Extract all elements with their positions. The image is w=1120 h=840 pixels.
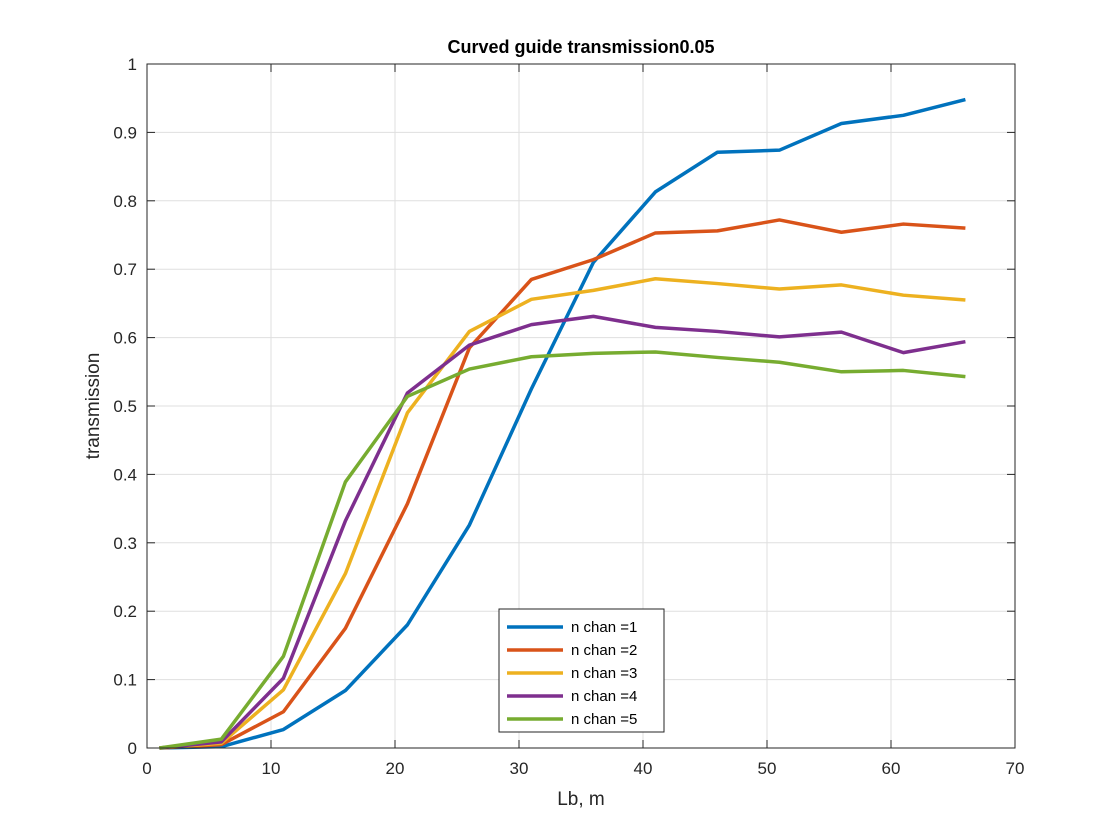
series-line-4	[159, 314, 966, 750]
y-tick-label: 0.6	[113, 329, 137, 348]
series-line-3	[159, 277, 966, 750]
x-tick-label: 70	[1006, 759, 1025, 778]
y-tick-label: 1	[128, 55, 137, 74]
y-tick-label: 0.3	[113, 534, 137, 553]
series-line-5	[159, 350, 966, 750]
x-tick-label: 0	[142, 759, 151, 778]
x-tick-label: 10	[262, 759, 281, 778]
legend: n chan =1 n chan =2 n chan =3 n chan =4 n ch…	[498, 608, 665, 733]
x-axis-title: Lb, m	[557, 789, 605, 810]
y-tick-label: 0.9	[113, 123, 137, 142]
y-axis-title: transmission	[83, 353, 104, 460]
y-tick-label: 0.5	[113, 397, 137, 416]
y-tick-label: 0.2	[113, 602, 137, 621]
legend-box	[498, 608, 665, 733]
series-line-1	[159, 97, 966, 750]
legend-label-2: n chan =2	[571, 642, 637, 659]
x-tick-label: 20	[386, 759, 405, 778]
y-tick-label: 0.1	[113, 671, 137, 690]
x-tick-label: 30	[510, 759, 529, 778]
y-tick-label: 0.4	[113, 465, 137, 484]
legend-label-5: n chan =5	[571, 711, 637, 728]
chart-title: Curved guide transmission0.05	[447, 37, 714, 57]
y-tick-label: 0	[128, 739, 137, 758]
y-tick-label: 0.7	[113, 260, 137, 279]
legend-label-1: n chan =1	[571, 619, 637, 636]
series-line-2	[159, 218, 966, 750]
series-lines	[159, 97, 966, 750]
legend-label-4: n chan =4	[571, 688, 637, 705]
x-tick-label: 50	[758, 759, 777, 778]
x-tick-label: 40	[634, 759, 653, 778]
x-tick-label: 60	[882, 759, 901, 778]
legend-label-3: n chan =3	[571, 665, 637, 682]
y-tick-label: 0.8	[113, 192, 137, 211]
axis-ticks: 0 10 20 30 40 50 60 70 0 0.1 0.2 0.3 0.4 0.5 0.6 0.7 0.8…	[113, 55, 1024, 778]
